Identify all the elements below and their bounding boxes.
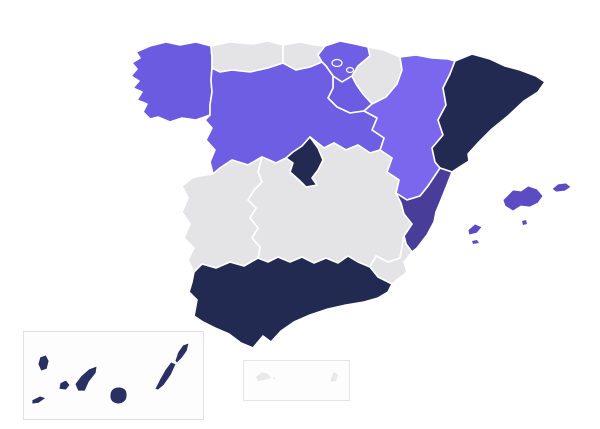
island-fuerteventura[interactable]	[154, 361, 177, 391]
island-la-palma[interactable]	[37, 354, 50, 372]
island-formentera[interactable]	[472, 240, 479, 244]
region-extremadura[interactable]	[181, 156, 263, 273]
mainland-spain	[130, 40, 546, 349]
island-el-hierro[interactable]	[31, 395, 47, 405]
region-valencian-community[interactable]	[395, 167, 453, 253]
region-catalonia[interactable]	[431, 53, 546, 173]
region-trevino-enclave-small[interactable]	[345, 66, 355, 74]
island-tenerife[interactable]	[74, 365, 98, 392]
region-melilla[interactable]	[331, 372, 338, 382]
ceuta-melilla-inset	[243, 360, 350, 401]
region-ceuta-islet[interactable]	[273, 377, 276, 380]
region-galicia[interactable]	[130, 41, 213, 123]
island-cabrera[interactable]	[522, 220, 527, 225]
island-gran-canaria[interactable]	[109, 386, 128, 405]
region-balearic-islands[interactable]	[467, 182, 572, 244]
canary-inset-frame	[23, 331, 204, 420]
region-ceuta[interactable]	[256, 372, 271, 381]
island-la-gomera[interactable]	[58, 379, 71, 391]
region-madrid[interactable]	[285, 136, 324, 188]
canary-islands-inset	[23, 331, 204, 420]
region-andalusia[interactable]	[188, 255, 393, 349]
region-canary-islands[interactable]	[31, 342, 190, 405]
island-menorca[interactable]	[551, 182, 572, 193]
island-lanzarote[interactable]	[174, 342, 190, 364]
island-ibiza[interactable]	[467, 223, 483, 236]
island-mallorca[interactable]	[502, 185, 544, 212]
region-trevino-enclave[interactable]	[331, 58, 343, 68]
